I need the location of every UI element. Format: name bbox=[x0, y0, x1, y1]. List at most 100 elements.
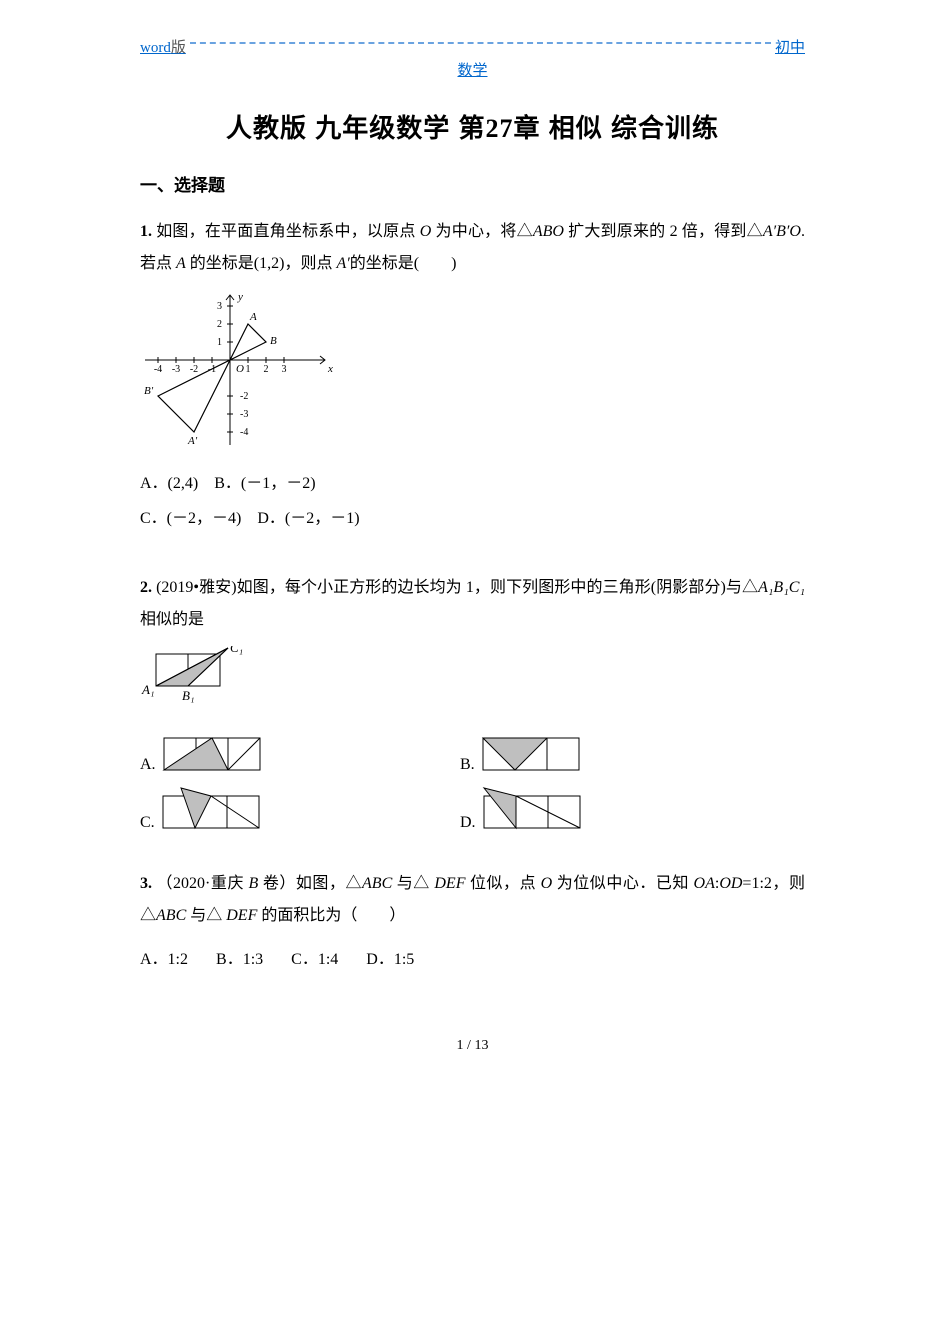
q3-td: 位似，点 bbox=[465, 875, 540, 892]
xtick: 3 bbox=[282, 364, 287, 375]
origin-label: O bbox=[236, 363, 244, 375]
q2-opt-B: B. bbox=[460, 734, 740, 774]
q3-tf: 与△ bbox=[186, 907, 226, 924]
q3-B: B bbox=[249, 875, 259, 892]
q1-coordinate-plane: -4 -3 -2 -1 1 2 3 1 2 3 -2 -3 -4 x y O bbox=[140, 290, 340, 450]
ytick: 3 bbox=[217, 301, 222, 312]
q1-ApBpO: A′B′O bbox=[763, 223, 801, 240]
page-current: 1 bbox=[457, 1038, 464, 1053]
q3-te: 为位似中心．已知 bbox=[552, 875, 693, 892]
page: word版 初中 数学 人教版 九年级数学 第27章 相似 综合训练 一、选择题… bbox=[0, 0, 945, 1084]
title-b: 章 相似 综合训练 bbox=[514, 113, 719, 143]
pt-A: A bbox=[249, 311, 257, 323]
header-subject: 数学 bbox=[140, 59, 805, 80]
q1-opt-D: D．(－2，－1) bbox=[257, 510, 359, 527]
pt-B: B bbox=[270, 335, 277, 347]
lbl-C1: C₁ bbox=[230, 646, 243, 655]
page-header: word版 初中 bbox=[140, 36, 805, 57]
q3-tc: 与△ bbox=[392, 875, 434, 892]
xtick: 1 bbox=[246, 364, 251, 375]
q3-options: A．1:2 B．1:3 C．1:4 D．1:5 bbox=[140, 942, 805, 977]
xtick: 2 bbox=[264, 364, 269, 375]
page-total: 13 bbox=[474, 1038, 488, 1053]
header-right: 初中 bbox=[775, 36, 805, 57]
q3-tb: 卷）如图，△ bbox=[258, 875, 362, 892]
q3-O: O bbox=[541, 875, 553, 892]
q2-opt-C-figure bbox=[161, 786, 261, 832]
ytick: -3 bbox=[240, 409, 248, 420]
q1-ta: 如图，在平面直角坐标系中，以原点 bbox=[152, 223, 420, 240]
q3-OA: OA bbox=[694, 875, 715, 892]
q1-options: A．(2,4) B．(－1，－2) C．(－2，－4) D．(－2，－1) bbox=[140, 466, 805, 536]
q2-opt-B-figure bbox=[481, 734, 581, 774]
header-word: word bbox=[140, 40, 171, 56]
q2-opt-A: A. bbox=[140, 734, 420, 774]
header-left: word版 bbox=[140, 36, 186, 57]
ytick: 2 bbox=[217, 319, 222, 330]
y-axis-label: y bbox=[237, 291, 243, 303]
q2-opt-C-label: C. bbox=[140, 814, 155, 832]
q3-number: 3. bbox=[140, 875, 152, 892]
section-heading: 一、选择题 bbox=[140, 171, 805, 196]
q2-opt-A-label: A. bbox=[140, 756, 156, 774]
pt-Bp: B′ bbox=[144, 385, 154, 397]
q1-opt-A: A．(2,4) bbox=[140, 475, 198, 492]
q3-ABC2: ABC bbox=[156, 907, 186, 924]
ytick: -2 bbox=[240, 391, 248, 402]
q3-ta: （2020·重庆 bbox=[152, 875, 249, 892]
q2-number: 2. bbox=[140, 579, 152, 596]
lbl-B1: B₁ bbox=[182, 688, 194, 703]
q3-opt-C: C．1:4 bbox=[291, 951, 338, 968]
q2-ref-figure: A₁ B₁ C₁ bbox=[140, 646, 805, 718]
q1-tc: 扩大到原来的 2 倍，得到△ bbox=[564, 223, 763, 240]
q2-options: A. B. C. bbox=[140, 734, 805, 832]
xtick: -4 bbox=[154, 364, 162, 375]
q1-figure: -4 -3 -2 -1 1 2 3 1 2 3 -2 -3 -4 x y O bbox=[140, 290, 805, 450]
q1-te: 的坐标是(1,2)，则点 bbox=[186, 255, 337, 272]
question-3-text: 3. （2020·重庆 B 卷）如图，△ABC 与△ DEF 位似，点 O 为位… bbox=[140, 868, 805, 932]
q3-opt-B: B．1:3 bbox=[216, 951, 263, 968]
q2-opt-D-label: D. bbox=[460, 814, 476, 832]
q2-tb: 相似的是 bbox=[140, 611, 204, 628]
pt-Ap: A′ bbox=[187, 435, 198, 447]
q1-number: 1. bbox=[140, 223, 152, 240]
q3-opt-D: D．1:5 bbox=[366, 951, 414, 968]
q1-tf: 的坐标是( ) bbox=[350, 255, 457, 272]
ytick: -4 bbox=[240, 427, 248, 438]
lbl-A1: A₁ bbox=[141, 682, 154, 697]
q1-Ap: A′ bbox=[336, 255, 349, 272]
question-1-text: 1. 如图，在平面直角坐标系中，以原点 O 为中心，将△ABO 扩大到原来的 2… bbox=[140, 216, 805, 280]
header-ban: 版 bbox=[171, 40, 186, 56]
q2-ta: (2019•雅安)如图，每个小正方形的边长均为 1，则下列图形中的三角形(阴影部… bbox=[152, 579, 758, 596]
x-axis-label: x bbox=[327, 363, 333, 375]
q2-opt-A-figure bbox=[162, 734, 262, 774]
header-dash-line bbox=[190, 42, 771, 44]
q1-opt-B: B．(－1，－2) bbox=[214, 475, 315, 492]
q2-opt-D-figure bbox=[482, 786, 582, 832]
q1-opt-C: C．(－2，－4) bbox=[140, 510, 241, 527]
title-chapter-number: 27 bbox=[486, 114, 514, 143]
q2-opt-C: C. bbox=[140, 786, 420, 832]
page-sep: / bbox=[464, 1038, 475, 1053]
q3-tg: 的面积比为（ ） bbox=[257, 907, 405, 924]
q3-opt-A: A．1:2 bbox=[140, 951, 188, 968]
q1-ABO: ABO bbox=[533, 223, 564, 240]
ytick: 1 bbox=[217, 337, 222, 348]
xtick: -3 bbox=[172, 364, 180, 375]
document-title: 人教版 九年级数学 第27章 相似 综合训练 bbox=[140, 108, 805, 145]
page-footer: 1 / 13 bbox=[140, 1038, 805, 1054]
q3-DEF2: DEF bbox=[226, 907, 257, 924]
q1-A: A bbox=[176, 255, 186, 272]
question-2-text: 2. (2019•雅安)如图，每个小正方形的边长均为 1，则下列图形中的三角形(… bbox=[140, 572, 805, 636]
q1-tb: 为中心，将△ bbox=[431, 223, 532, 240]
q2-tri: A₁B₁C₁ bbox=[758, 579, 805, 596]
q3-ABC: ABC bbox=[362, 875, 392, 892]
q3-OD: OD bbox=[719, 875, 742, 892]
xtick: -2 bbox=[190, 364, 198, 375]
q1-O: O bbox=[420, 223, 432, 240]
q2-opt-B-label: B. bbox=[460, 756, 475, 774]
q2-opt-D: D. bbox=[460, 786, 740, 832]
q2-ref-triangle: A₁ B₁ C₁ bbox=[140, 646, 260, 718]
title-a: 人教版 九年级数学 第 bbox=[226, 113, 485, 143]
q3-DEF: DEF bbox=[434, 875, 465, 892]
